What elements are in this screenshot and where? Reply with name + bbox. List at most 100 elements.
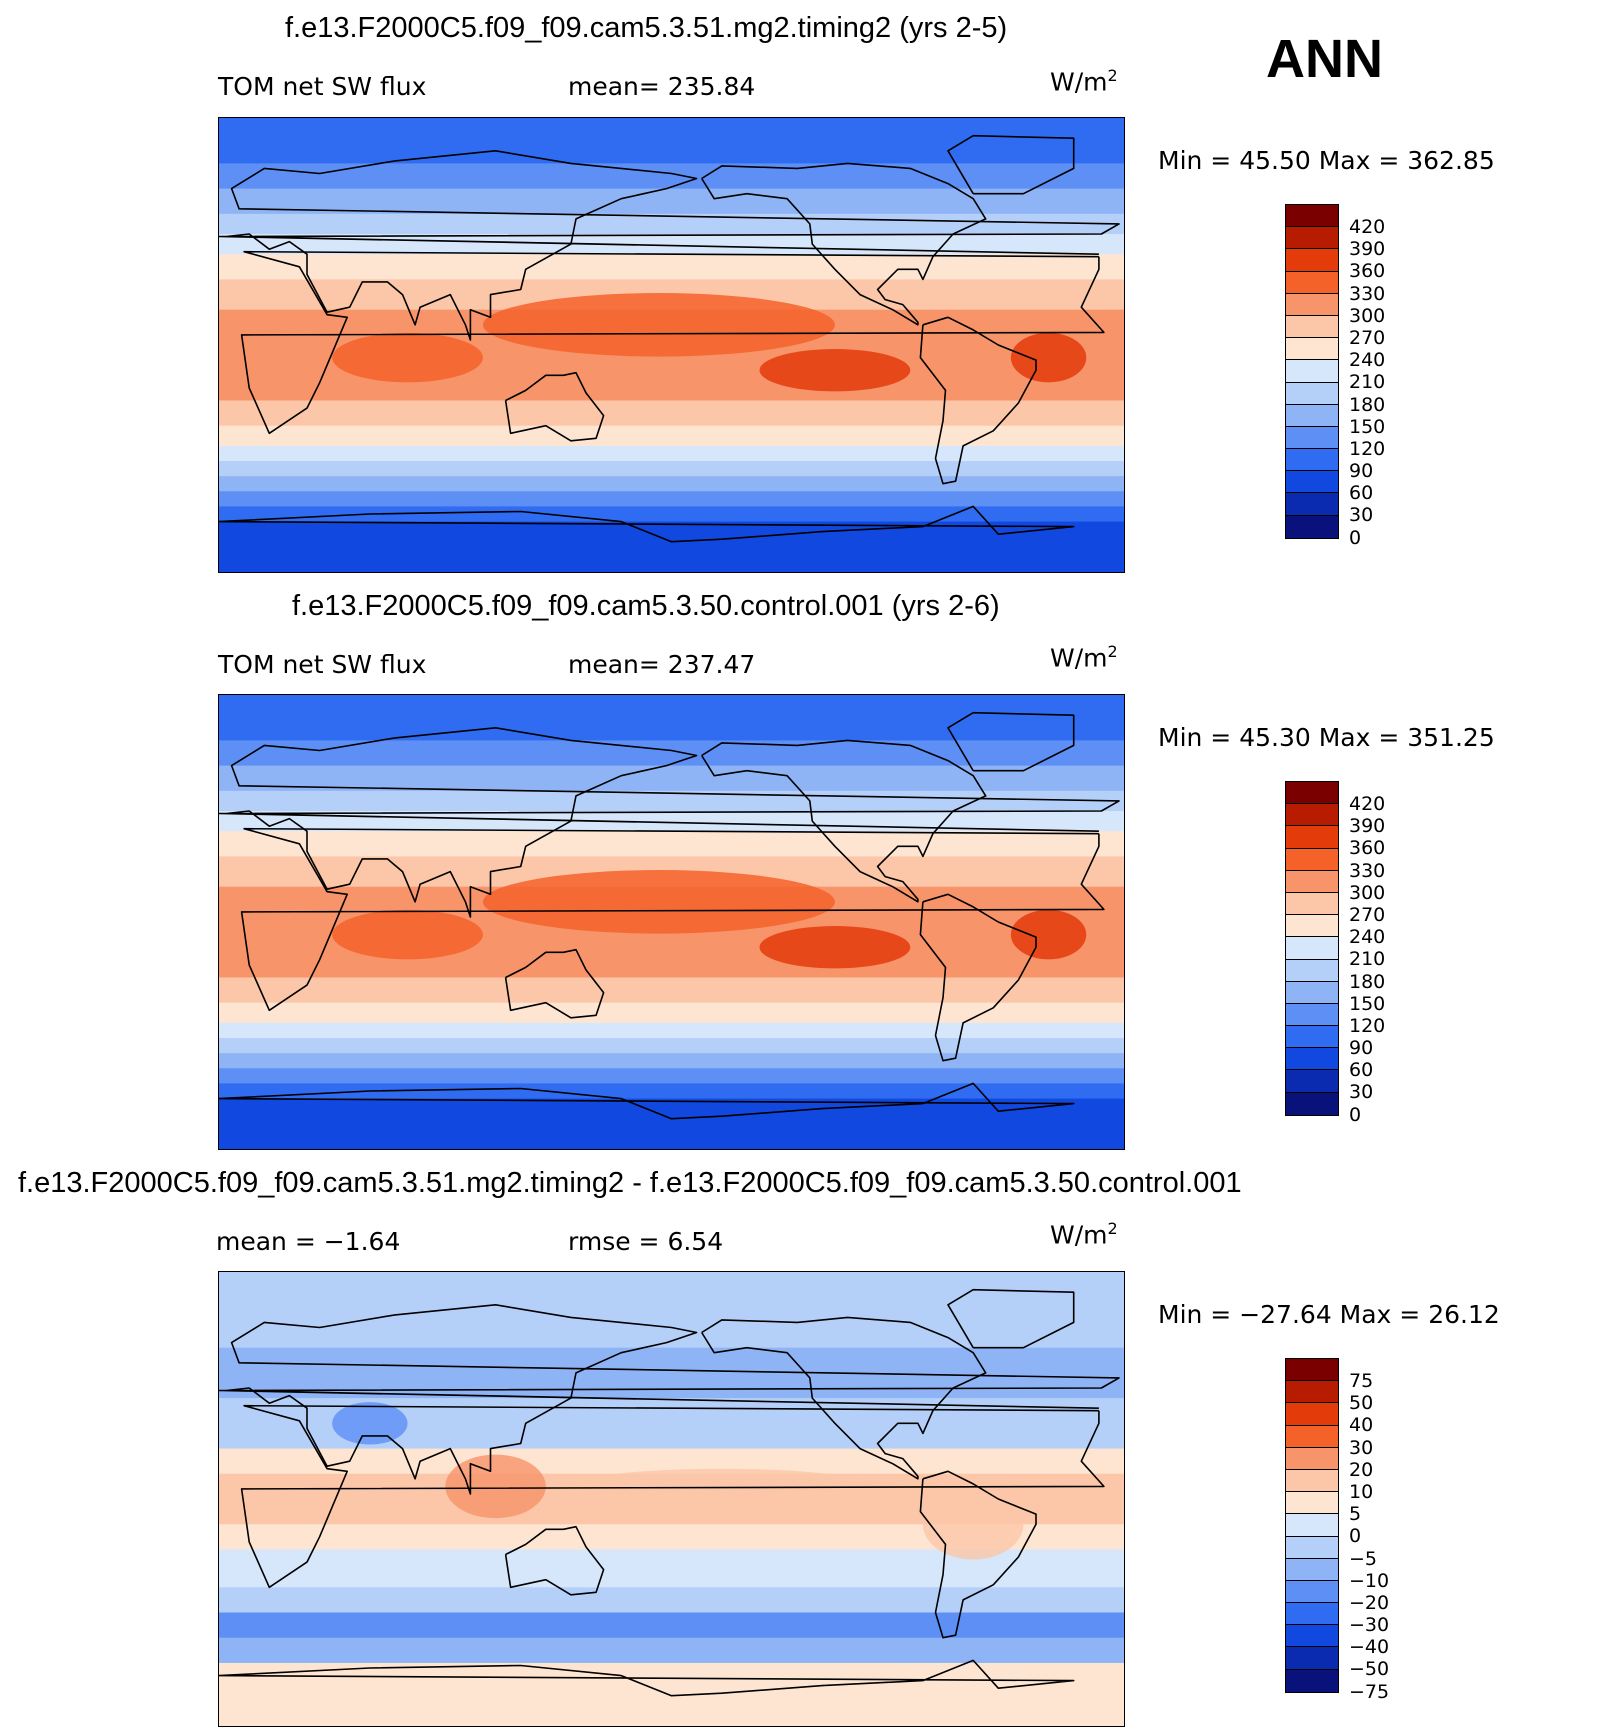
colorbar-swatch — [1286, 471, 1338, 494]
colorbar-swatch — [1286, 1359, 1338, 1382]
panel-1-title: f.e13.F2000C5.f09_f09.cam5.3.51.mg2.timi… — [285, 12, 1008, 44]
colorbar-tick-label: 240 — [1349, 926, 1386, 949]
colorbar-tick-label: 270 — [1349, 326, 1386, 349]
field-band — [219, 695, 1124, 741]
colorbar-tick-label: 180 — [1349, 393, 1386, 416]
panel-2-mean-label: mean= 237.47 — [568, 650, 756, 679]
colorbar-tick-label: 300 — [1349, 881, 1386, 904]
field-patch — [759, 926, 911, 969]
colorbar-swatch — [1286, 1070, 1338, 1093]
colorbar-swatch — [1286, 937, 1338, 960]
panel-2-units: W/m2 — [1050, 642, 1118, 673]
field-patch — [922, 1488, 1024, 1560]
colorbar-swatch — [1286, 1092, 1338, 1115]
colorbar-swatch — [1286, 515, 1338, 538]
field-band — [219, 163, 1124, 190]
field-band — [219, 445, 1124, 462]
field-band — [219, 491, 1124, 507]
coastline — [504, 1525, 605, 1596]
colorbar-tick-label: 30 — [1349, 1436, 1374, 1459]
colorbar-tick-label: 30 — [1349, 504, 1374, 527]
colorbar-swatch — [1286, 892, 1338, 916]
colorbar-tick-label: −75 — [1349, 1680, 1390, 1703]
panel-1-colorbar-ticks: 420 390 360 330 300 270 240 210 180 150 120 90 60 30 0 — [1349, 216, 1385, 549]
field-patch — [332, 909, 483, 960]
coastline — [240, 1404, 1105, 1589]
colorbar-tick-label: 240 — [1349, 349, 1386, 372]
coastline — [219, 1659, 1075, 1697]
colorbar-tick-label: −5 — [1349, 1547, 1378, 1570]
colorbar-tick-label: −30 — [1349, 1614, 1390, 1637]
colorbar-swatch — [1286, 870, 1338, 893]
colorbar-swatch — [1286, 315, 1338, 339]
field-patch — [482, 293, 835, 357]
colorbar-tick-label: 360 — [1349, 837, 1386, 860]
colorbar-swatch — [1286, 1003, 1338, 1027]
panel-1-map — [218, 117, 1125, 573]
field-band — [219, 521, 1124, 572]
panel-3-units: W/m2 — [1050, 1219, 1118, 1250]
field-band — [219, 1347, 1124, 1399]
field-band — [219, 461, 1124, 477]
panel-2-colorbar — [1285, 781, 1339, 1116]
panel-3-rmse-label: rmse = 6.54 — [568, 1227, 724, 1256]
coastline — [504, 948, 605, 1019]
field-band — [219, 425, 1124, 447]
colorbar-tick-label: 60 — [1349, 1059, 1374, 1082]
coastline — [701, 162, 987, 326]
field-patch — [332, 1402, 408, 1445]
colorbar-swatch — [1286, 1536, 1338, 1559]
field-patch — [332, 332, 483, 383]
colorbar-swatch — [1286, 1469, 1338, 1493]
field-patch — [570, 1468, 873, 1505]
colorbar-tick-label: 0 — [1349, 1103, 1362, 1126]
panel-1-variable-label: TOM net SW flux — [218, 72, 427, 101]
field-band — [219, 831, 1124, 857]
coastline — [219, 1082, 1075, 1120]
colorbar-swatch — [1286, 1026, 1338, 1049]
field-band — [219, 1612, 1124, 1639]
coastline — [240, 827, 1105, 1012]
colorbar-swatch — [1286, 493, 1338, 516]
colorbar-swatch — [1286, 1625, 1338, 1648]
panel-2-colorbar-ticks: 420 390 360 330 300 270 240 210 180 150 120 90 60 30 0 — [1349, 793, 1385, 1126]
colorbar-tick-label: 120 — [1349, 1014, 1386, 1037]
coastline — [947, 134, 1075, 195]
panel-3-mean-label: mean = −1.64 — [216, 1227, 401, 1256]
colorbar-swatch — [1286, 804, 1338, 827]
colorbar-tick-label: 90 — [1349, 460, 1374, 483]
colorbar-swatch — [1286, 848, 1338, 871]
colorbar-swatch — [1286, 205, 1338, 228]
colorbar-swatch — [1286, 1492, 1338, 1515]
season-label: ANN — [1266, 29, 1383, 89]
colorbar-swatch — [1286, 1580, 1338, 1604]
coastline — [219, 726, 1120, 918]
field-band — [219, 1272, 1124, 1349]
colorbar-tick-label: 420 — [1349, 793, 1386, 815]
colorbar-tick-label: 180 — [1349, 970, 1386, 993]
panel-2-map — [218, 694, 1125, 1150]
colorbar-tick-label: 120 — [1349, 437, 1386, 460]
colorbar-tick-label: 330 — [1349, 859, 1386, 882]
colorbar-swatch — [1286, 426, 1338, 450]
field-band — [219, 1038, 1124, 1054]
colorbar-swatch — [1286, 449, 1338, 472]
colorbar-tick-label: 60 — [1349, 482, 1374, 505]
colorbar-tick-label: −40 — [1349, 1636, 1390, 1659]
panel-1-mean-label: mean= 235.84 — [568, 72, 756, 101]
colorbar-tick-label: 270 — [1349, 903, 1386, 926]
colorbar-tick-label: −20 — [1349, 1591, 1390, 1614]
panel-2-variable-label: TOM net SW flux — [218, 650, 427, 679]
colorbar-swatch — [1286, 293, 1338, 316]
colorbar-swatch — [1286, 227, 1338, 250]
panel-2-minmax: Min = 45.30 Max = 351.25 — [1158, 723, 1495, 752]
coastline — [947, 711, 1075, 772]
colorbar-tick-label: 300 — [1349, 304, 1386, 327]
coastline — [701, 739, 987, 903]
field-band — [219, 1587, 1124, 1613]
coastline — [919, 893, 1037, 1062]
colorbar-swatch — [1286, 1425, 1338, 1448]
colorbar-tick-label: 150 — [1349, 415, 1386, 438]
colorbar-swatch — [1286, 360, 1338, 383]
colorbar-swatch — [1286, 915, 1338, 938]
